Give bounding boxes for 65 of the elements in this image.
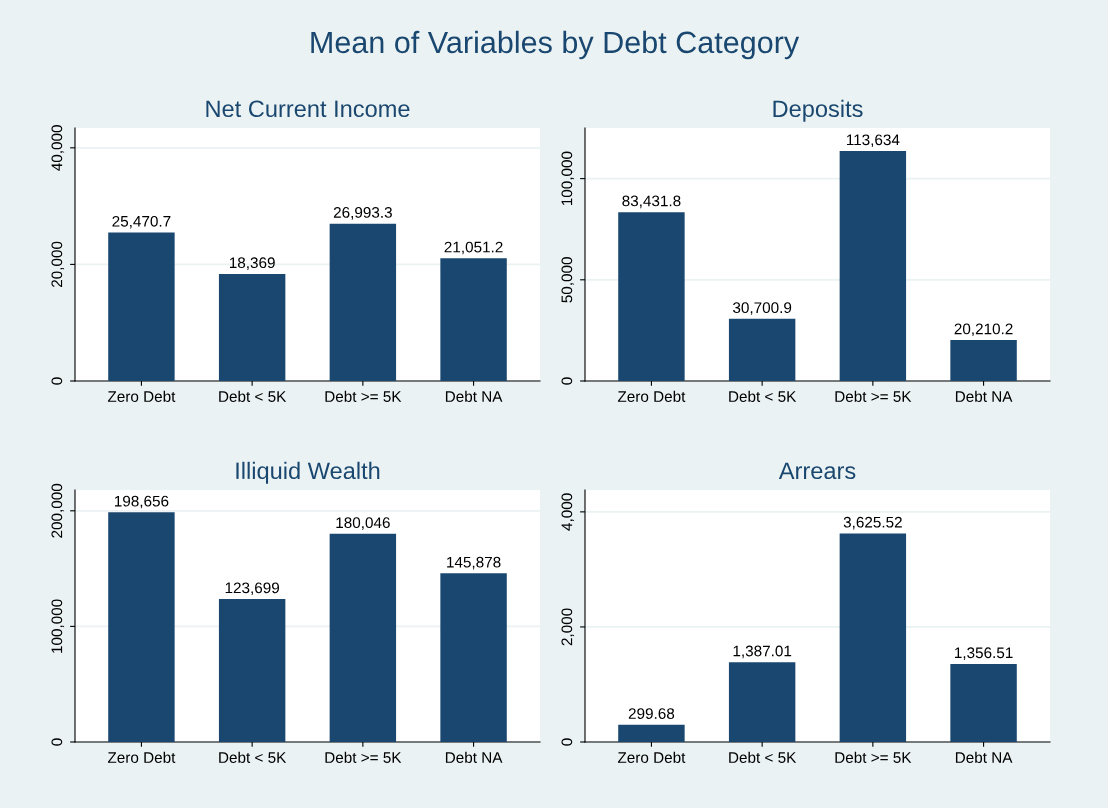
bar [108,232,175,381]
y-tick-label: 20,000 [51,241,65,287]
text: Mean of Variables by Debt Category [311,30,800,60]
bar [440,573,507,742]
x-tick-label: Debt < 5K [219,751,287,763]
bar [839,151,907,381]
y-tick-label: 2,000 [561,608,575,646]
data-label: 180,046 [336,517,390,530]
chart-title: Deposits [773,99,863,122]
data-label: 145,878 [447,556,501,570]
data-label: 113,634 [846,134,900,148]
x-tick-label: Debt NA [445,390,503,402]
data-label: 18,369 [229,257,275,270]
y-tick-label: 100,000 [561,151,575,206]
x-tick-label: Zero Debt [107,751,176,763]
bar [950,663,1017,742]
y-tick-label: 0 [561,377,573,385]
bar [218,273,286,381]
chart-title: Illiquid Wealth [236,461,380,484]
bar [728,318,796,381]
y-tick-label: 40,000 [51,125,65,171]
bar [618,724,685,742]
x-tick-label: Debt < 5K [729,390,797,402]
x-tick-label: Debt >= 5K [325,390,402,402]
y-tick-label: 200,000 [51,483,65,538]
data-label: 30,700.9 [732,302,792,315]
y-tick-label: 4,000 [561,493,575,531]
bar [440,258,507,381]
chart-title: Arrears [778,462,856,480]
x-tick-label: Zero Debt [107,390,176,402]
data-label: 3,625.52 [843,516,902,530]
y-tick-label: 50,000 [561,257,575,303]
x-tick-label: Debt < 5K [219,390,287,402]
x-tick-label: Debt NA [955,390,1013,402]
chart-title: Net Current Income [206,100,410,118]
data-label: 1,387.01 [733,645,792,659]
data-label: 21,051.2 [444,241,503,255]
bar [329,533,397,742]
bar [728,662,796,742]
x-tick-label: Debt >= 5K [835,390,912,402]
data-label: 198,656 [114,495,169,509]
bar [329,223,397,381]
bar [839,533,907,742]
x-tick-label: Debt NA [955,751,1013,763]
data-label: 25,470.7 [112,215,171,229]
y-tick-label: 0 [51,377,63,385]
data-label: 83,431.8 [622,195,681,209]
x-tick-label: Zero Debt [617,390,686,402]
bar [218,599,286,742]
y-tick-label: 0 [51,738,63,746]
data-label: 299.68 [628,708,675,719]
bar [950,340,1017,381]
x-tick-label: Debt NA [445,751,503,763]
data-label: 20,210.2 [954,323,1013,337]
data-label: 26,993.3 [333,207,392,220]
bar [108,512,175,742]
x-tick-label: Debt >= 5K [325,751,402,763]
x-tick-label: Zero Debt [617,751,686,763]
y-tick-label: 100,000 [51,599,65,653]
x-tick-label: Debt >= 5K [835,751,912,763]
bar [618,212,685,381]
x-tick-label: Debt < 5K [729,751,797,763]
data-label: 1,356.51 [955,647,1013,660]
y-tick-label: 0 [561,738,573,746]
data-label: 123,699 [225,582,280,596]
